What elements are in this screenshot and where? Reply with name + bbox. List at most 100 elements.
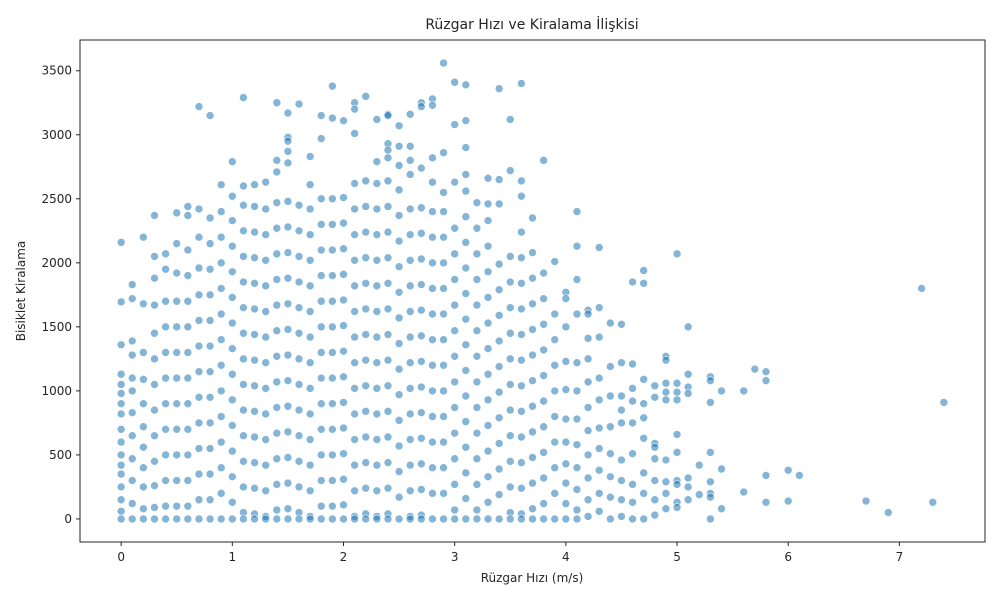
scatter-point xyxy=(394,313,404,323)
scatter-point xyxy=(795,471,804,480)
scatter-point xyxy=(394,141,404,151)
scatter-point xyxy=(572,386,582,396)
scatter-point xyxy=(572,463,582,473)
scatter-point xyxy=(583,426,593,435)
scatter-point xyxy=(294,457,304,466)
scatter-point xyxy=(127,350,137,360)
scatter-point xyxy=(417,382,426,392)
scatter-point xyxy=(116,389,126,398)
scatter-point xyxy=(250,330,259,339)
x-tick-label: 4 xyxy=(562,550,570,564)
scatter-point xyxy=(783,465,793,475)
scatter-point xyxy=(394,441,404,451)
scatter-point xyxy=(150,252,159,261)
scatter-point xyxy=(583,377,593,387)
scatter-point xyxy=(594,395,604,405)
scatter-point xyxy=(250,432,259,442)
scatter-point xyxy=(228,395,237,405)
scatter-point xyxy=(361,92,371,101)
scatter-point xyxy=(405,514,415,524)
scatter-point xyxy=(594,423,604,433)
scatter-point xyxy=(161,399,170,408)
scatter-point xyxy=(116,506,126,516)
scatter-point xyxy=(339,346,348,356)
scatter-point xyxy=(150,457,159,466)
scatter-point xyxy=(583,403,593,412)
scatter-point xyxy=(305,307,315,316)
scatter-point xyxy=(461,494,471,503)
scatter-point xyxy=(683,369,693,379)
scatter-point xyxy=(116,450,126,460)
scatter-point xyxy=(528,213,537,223)
scatter-point xyxy=(305,230,315,239)
scatter-point xyxy=(606,422,615,432)
scatter-point xyxy=(383,279,393,288)
scatter-point xyxy=(127,294,137,303)
scatter-point xyxy=(628,514,637,524)
scatter-point xyxy=(372,409,382,419)
scatter-point xyxy=(316,348,326,357)
scatter-point xyxy=(483,514,493,524)
scatter-point xyxy=(594,489,604,498)
scatter-point xyxy=(417,280,426,289)
scatter-point xyxy=(617,418,626,428)
scatter-point xyxy=(528,273,537,283)
scatter-point xyxy=(672,395,682,405)
x-tick-label: 5 xyxy=(673,550,681,564)
scatter-point xyxy=(517,330,526,339)
scatter-point xyxy=(517,253,526,263)
scatter-point xyxy=(583,354,593,364)
scatter-point xyxy=(116,514,126,524)
x-tick-label: 2 xyxy=(340,550,348,564)
scatter-point xyxy=(394,339,404,348)
scatter-point xyxy=(539,156,548,165)
scatter-point xyxy=(272,480,282,489)
scatter-point xyxy=(405,281,415,291)
scatter-point xyxy=(394,514,404,524)
scatter-point xyxy=(428,258,437,268)
scatter-point xyxy=(183,202,193,211)
scatter-point xyxy=(139,348,148,357)
scatter-point xyxy=(161,425,170,434)
scatter-point xyxy=(316,450,326,460)
scatter-point xyxy=(606,449,615,458)
scatter-point xyxy=(272,505,282,515)
scatter-point xyxy=(127,373,137,383)
scatter-point xyxy=(539,396,548,406)
scatter-point xyxy=(283,147,293,156)
scatter-point xyxy=(739,386,749,396)
scatter-point xyxy=(528,350,537,360)
scatter-point xyxy=(628,384,637,393)
scatter-point xyxy=(594,373,604,383)
scatter-point xyxy=(383,202,393,211)
scatter-point xyxy=(150,354,159,364)
scatter-point xyxy=(606,318,615,328)
scatter-point xyxy=(350,358,359,368)
scatter-point xyxy=(205,239,215,248)
scatter-point xyxy=(250,458,259,467)
scatter-point xyxy=(361,304,371,314)
scatter-point xyxy=(272,223,282,233)
scatter-point xyxy=(261,460,270,470)
scatter-point xyxy=(372,514,382,524)
scatter-point xyxy=(650,510,660,520)
scatter-point xyxy=(505,328,515,338)
scatter-point xyxy=(205,290,215,300)
scatter-point xyxy=(405,141,415,151)
scatter-point xyxy=(561,294,571,303)
scatter-point xyxy=(361,227,371,237)
scatter-point xyxy=(205,111,215,120)
scatter-point xyxy=(505,482,515,492)
scatter-point xyxy=(350,204,359,214)
scatter-point xyxy=(672,448,682,457)
scatter-point xyxy=(294,431,304,441)
scatter-point xyxy=(494,464,504,474)
scatter-point xyxy=(417,357,426,366)
scatter-point xyxy=(405,409,415,419)
scatter-point xyxy=(216,284,226,293)
scatter-point xyxy=(150,380,159,389)
scatter-point xyxy=(405,332,415,342)
scatter-point xyxy=(561,499,571,508)
scatter-point xyxy=(428,309,437,319)
scatter-point xyxy=(494,413,504,423)
